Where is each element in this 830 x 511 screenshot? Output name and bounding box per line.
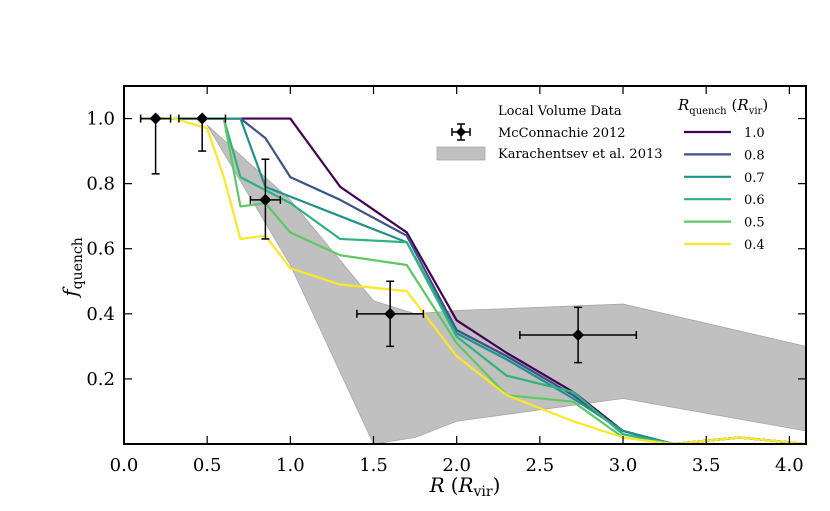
data-point-3 [249,158,282,240]
x-tick-label: 0.5 [193,455,222,476]
legend-local-volume: Local Volume Data McConnachie 2012 Karac… [436,104,663,162]
legend-entry-rquench-0.4: 0.4 [684,238,765,253]
legend-rquench: Rquench (Rvir) 1.0 0.8 0.7 0.6 0.5 0.4 [677,96,768,253]
x-tick-label: 2.0 [442,455,471,476]
plot-frame [123,85,807,445]
x-tick-label: 1.0 [276,455,305,476]
x-tick-label: 3.5 [692,455,721,476]
legend-band-swatch [436,146,486,161]
data-point-5 [519,306,638,364]
x-tick-label: 1.5 [359,455,388,476]
data-point-1 [139,112,172,175]
legend-label: 0.4 [744,238,765,253]
legend-label: 1.0 [744,126,765,141]
legend-entry-rquench-0.8: 0.8 [684,148,765,163]
legend-label-mcconnachie: McConnachie 2012 [498,126,626,141]
karachentsev-band [206,124,806,444]
legend-label: 0.5 [744,216,765,231]
y-tick-label: 0.8 [86,174,115,195]
y-tick-label: 0.2 [86,369,115,390]
legend-label-karachentsev: Karachentsev et al. 2013 [498,147,663,162]
legend-entry-rquench-1.0: 1.0 [684,126,765,141]
legend-entry-rquench-0.6: 0.6 [684,193,765,208]
legend-entry-rquench-0.5: 0.5 [684,216,765,231]
legend-point-marker [451,123,471,141]
legend-label: 0.8 [744,148,765,163]
y-tick-label: 1.0 [86,109,115,130]
x-tick-label: 3.0 [609,455,638,476]
legend-entry-rquench-0.7: 0.7 [684,171,765,186]
y-tick-label: 0.4 [86,304,115,325]
data-point-2 [178,112,227,152]
y-tick-label: 0.6 [86,239,115,260]
legend-heading-local-volume: Local Volume Data [498,104,622,119]
legend-heading-rquench: Rquench (Rvir) [677,96,768,117]
data-point-4 [356,280,425,348]
x-tick-label: 2.5 [526,455,555,476]
legend-label: 0.6 [744,193,765,208]
legend-label: 0.7 [744,171,765,186]
series-line-rquench-0.4 [140,117,806,444]
y-axis-label: fquench [58,237,86,299]
x-tick-label: 0.0 [110,455,139,476]
x-tick-label: 4.0 [775,455,804,476]
x-axis-label: R (Rvir) [429,473,501,500]
